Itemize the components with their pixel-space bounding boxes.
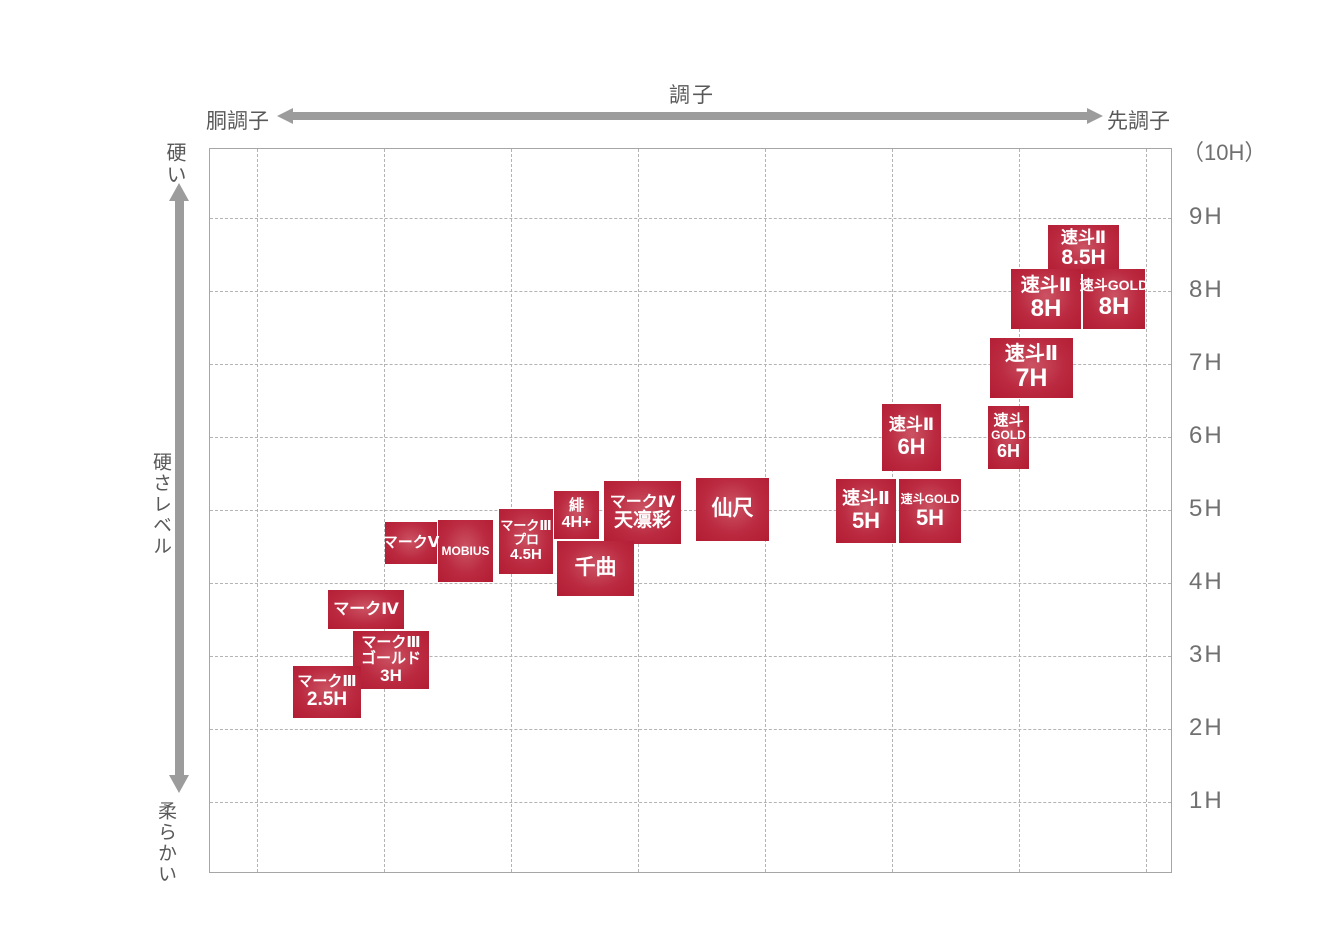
product-label-line: マークⅣ xyxy=(609,493,676,511)
product-box-2: 速斗Ⅱ 8H xyxy=(1011,269,1081,329)
product-label-line: 4H+ xyxy=(561,514,592,532)
y-tick-label-6h: 6H xyxy=(1189,422,1224,449)
soft-end-label: 柔らかい xyxy=(155,801,176,885)
product-label-line: 3H xyxy=(380,666,402,685)
product-label-line: 速斗Ⅱ xyxy=(1060,227,1107,247)
taper-axis-arrow xyxy=(277,108,1103,124)
product-box-17: マークⅢ ゴールド 3H xyxy=(353,631,429,689)
product-label-line: 速斗GOLD xyxy=(1079,277,1149,294)
product-label-line: GOLD xyxy=(991,428,1026,443)
product-box-12: 千曲 xyxy=(557,541,634,596)
gridline-horizontal xyxy=(210,218,1171,219)
product-box-7: 速斗Ⅱ 5H xyxy=(836,479,896,543)
gridline-vertical xyxy=(1019,149,1020,872)
product-label-line: マークⅢ xyxy=(361,633,421,651)
y-tick-label-5h: 5H xyxy=(1189,495,1224,522)
gridline-horizontal xyxy=(210,510,1171,511)
product-label-line: 天凛彩 xyxy=(613,509,671,531)
product-label-line: 速斗Ⅱ xyxy=(842,488,890,509)
product-label-line: プロ xyxy=(512,532,539,548)
product-label-line: 2.5H xyxy=(306,688,348,710)
product-box-4: 速斗Ⅱ 7H xyxy=(990,338,1073,398)
product-box-13: マークⅢ プロ 4.5H xyxy=(499,509,553,574)
product-box-3: 速斗GOLD 8H xyxy=(1079,269,1149,329)
product-label-line: 千曲 xyxy=(574,556,617,580)
arrow-bar xyxy=(175,200,184,776)
gridline-horizontal xyxy=(210,364,1171,365)
y-tick-label-1h: 1H xyxy=(1189,787,1224,814)
product-box-14: MOBIUS xyxy=(438,520,493,582)
product-box-6: 速斗Ⅱ 6H xyxy=(882,404,941,471)
hardness-axis-arrow xyxy=(169,183,189,793)
product-box-18: マークⅢ 2.5H xyxy=(293,666,361,718)
y-tick-label-7h: 7H xyxy=(1189,349,1224,376)
product-label-line: マークⅢ xyxy=(297,672,357,690)
product-box-9: 仙尺 xyxy=(696,478,769,541)
product-box-16: マークⅣ xyxy=(328,590,404,629)
y-tick-label-2h: 2H xyxy=(1189,714,1224,741)
product-box-10: マークⅣ 天凛彩 xyxy=(604,481,681,544)
arrow-bar xyxy=(291,112,1089,120)
y-tick-label-4h: 4H xyxy=(1189,568,1224,595)
product-box-15: マークⅤ xyxy=(382,522,440,564)
product-label-line: 仙尺 xyxy=(711,497,754,521)
product-label-line: 7H xyxy=(1015,364,1048,393)
gridline-vertical xyxy=(384,149,385,872)
product-box-1: 速斗Ⅱ 8.5H xyxy=(1048,225,1119,274)
gridline-vertical xyxy=(1146,149,1147,872)
product-label-line: 緋 xyxy=(568,497,584,515)
product-label-line: 速斗GOLD xyxy=(900,491,960,506)
y-tick-label-9h: 9H xyxy=(1189,203,1224,230)
gridline-vertical xyxy=(257,149,258,872)
plot-area: 速斗Ⅱ 8.5H 速斗Ⅱ 8H 速斗GOLD 8H 速斗Ⅱ 7H 速斗 GOLD 6H 速斗Ⅱ 6H 速斗… xyxy=(209,148,1172,873)
slow-taper-label: 胴調子 xyxy=(206,110,269,133)
y-tick-label-10h: （10H） xyxy=(1182,140,1267,165)
gridline-horizontal xyxy=(210,729,1171,730)
product-label-line: ゴールド xyxy=(360,649,421,667)
gridline-horizontal xyxy=(210,656,1171,657)
fast-taper-label: 先調子 xyxy=(1107,110,1170,133)
product-box-11: 緋 4H+ xyxy=(554,491,599,539)
product-label-line: 速斗 xyxy=(993,412,1024,430)
product-label-line: 速斗Ⅱ xyxy=(888,415,935,435)
product-label-line: 6H xyxy=(996,441,1020,462)
arrow-up-icon xyxy=(169,183,189,201)
hardness-axis-label: 硬さレベル xyxy=(150,452,171,557)
gridline-horizontal xyxy=(210,583,1171,584)
product-label-line: 4.5H xyxy=(510,546,542,564)
y-tick-label-3h: 3H xyxy=(1189,641,1224,668)
product-box-8: 速斗GOLD 5H xyxy=(899,479,961,543)
gridline-horizontal xyxy=(210,437,1171,438)
gridline-horizontal xyxy=(210,802,1171,803)
product-label-line: 8.5H xyxy=(1061,246,1106,270)
product-label-line: 速斗Ⅱ xyxy=(1020,274,1072,296)
product-label-line: 8H xyxy=(1030,295,1062,323)
hard-end-label: 硬い xyxy=(163,142,185,186)
product-label-line: マークⅤ xyxy=(382,533,440,551)
product-label-line: 5H xyxy=(915,504,945,530)
arrow-left-icon xyxy=(277,108,293,124)
arrow-down-icon xyxy=(169,775,189,793)
product-label-line: 速斗Ⅱ xyxy=(1004,342,1059,365)
product-box-5: 速斗 GOLD 6H xyxy=(988,406,1029,469)
product-label-line: MOBIUS xyxy=(441,543,490,558)
gridline-horizontal xyxy=(210,291,1171,292)
taper-axis-title: 調子 xyxy=(669,84,715,107)
product-label-line: マークⅢ xyxy=(500,518,552,534)
product-label-line: 5H xyxy=(851,507,881,533)
product-label-line: マークⅣ xyxy=(333,600,399,618)
product-label-line: 6H xyxy=(897,433,926,459)
y-tick-label-8h: 8H xyxy=(1189,276,1224,303)
product-label-line: 8H xyxy=(1098,292,1130,320)
arrow-right-icon xyxy=(1087,108,1103,124)
